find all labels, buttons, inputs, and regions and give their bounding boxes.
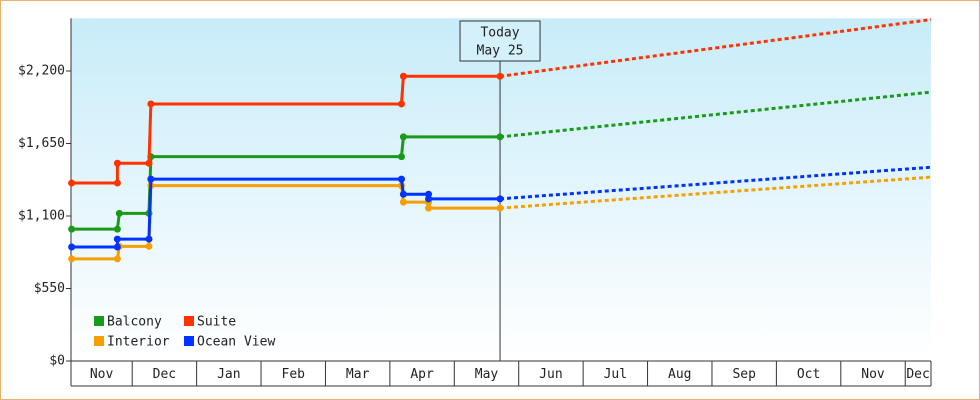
price-point [397,100,405,108]
x-tick-label: Aug [668,367,691,382]
price-point [397,175,405,183]
price-point [147,100,155,108]
price-point [68,255,76,263]
legend-swatch [94,316,104,326]
price-point [425,204,433,212]
price-point [113,159,121,167]
x-tick-label: May [475,367,499,382]
today-label: Today [480,26,519,41]
price-point [425,195,433,203]
x-tick-label: Dec [153,367,176,382]
legend-label: Balcony [107,315,162,330]
forecast-line [499,90,932,139]
price-point [496,72,504,80]
price-point [399,133,407,141]
x-tick-label: Nov [861,367,885,382]
y-tick-label: $1,650 [18,136,65,151]
price-point [496,133,504,141]
x-tick-label: Dec [906,367,929,382]
x-tick-label: Apr [410,367,434,382]
forecast-line [499,175,932,210]
today-box [459,20,541,62]
price-point [113,235,121,243]
price-point [397,153,405,161]
price-point [399,190,407,198]
price-point [496,204,504,212]
x-tick-label: Mar [346,367,370,382]
legend-swatch [94,336,104,346]
plot-background [71,18,931,361]
price-point [145,159,153,167]
legend-label: Interior [107,335,170,350]
price-point [147,175,155,183]
x-tick-label: Feb [282,367,306,382]
legend-swatch [184,316,194,326]
x-tick-label: Nov [90,367,114,382]
price-point [68,243,76,251]
forecast-line [499,165,932,201]
price-point [113,255,121,263]
forecast-line [499,18,932,78]
legend-label: Ocean View [197,335,275,350]
y-tick-label: $1,100 [18,209,65,224]
price-point [68,179,76,187]
price-point [113,225,121,233]
price-point [113,243,121,251]
today-label: May 25 [477,44,524,59]
price-point [399,198,407,206]
y-tick-label: $2,200 [18,64,65,79]
price-point [496,195,504,203]
price-point [399,72,407,80]
legend-label: Suite [197,315,236,330]
x-tick-label: Oct [797,367,820,382]
price-point [145,235,153,243]
price-point [115,209,123,217]
y-tick-label: $0 [49,354,65,369]
x-tick-label: Jun [539,367,562,382]
x-tick-label: Sep [732,367,756,382]
price-point [113,179,121,187]
price-point [68,225,76,233]
legend-swatch [184,336,194,346]
price-point [145,242,153,250]
y-tick-label: $550 [34,281,65,296]
x-tick-label: Jan [217,367,240,382]
x-tick-label: Jul [604,367,627,382]
